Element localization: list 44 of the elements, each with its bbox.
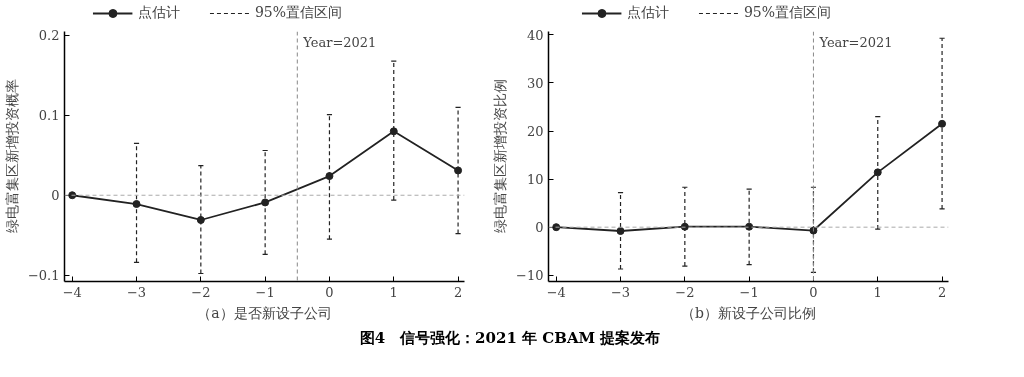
y-tick-label: 10 [526, 172, 544, 188]
annotation: Year=2021 [818, 34, 893, 50]
y-tick-label: 30 [526, 75, 544, 91]
x-tick-label: −4 [546, 284, 566, 300]
annotation: Year=2021 [302, 34, 377, 50]
y-tick-label: −10 [516, 268, 544, 284]
text: 95%置信区间 [254, 4, 343, 22]
legend-label: 点估计 [137, 4, 180, 22]
y-tick-label: 0 [51, 188, 60, 204]
x-tick-label: −1 [739, 284, 759, 300]
point [616, 227, 625, 236]
point [389, 127, 398, 136]
x-tick-label: 1 [873, 284, 882, 300]
point [454, 166, 463, 175]
point [938, 119, 947, 128]
x-tick-label: 2 [937, 284, 947, 300]
x-tick-label: −2 [191, 284, 211, 300]
x-tick-label: −1 [255, 284, 275, 300]
point [261, 198, 270, 207]
x-tick-label: 0 [325, 284, 334, 300]
y-tick-label: 20 [526, 124, 544, 140]
y-axis-title: 绿电富集区新增投资概率 [3, 79, 20, 234]
point [132, 200, 141, 209]
point [873, 168, 882, 177]
y-tick-label: −0.1 [27, 268, 60, 284]
x-tick-label: −3 [126, 284, 147, 300]
x-tick-label: 0 [809, 284, 818, 300]
point [325, 172, 334, 181]
legend-label: 点估计 [626, 4, 669, 22]
y-tick-label: 0 [535, 220, 544, 236]
text: 95%置信区间 [743, 4, 832, 22]
x-axis-title: （b）新设子公司比例 [681, 304, 816, 321]
x-tick-label: −2 [675, 284, 695, 300]
x-tick-label: 2 [453, 284, 463, 300]
x-tick-label: −3 [610, 284, 631, 300]
caption: 图4 信号强化：2021 年 CBAM 提案发布 [359, 328, 661, 349]
point [196, 216, 205, 224]
y-tick-label: 0.1 [38, 108, 60, 124]
y-tick-label: 40 [526, 27, 544, 43]
x-tick-label: −4 [62, 284, 82, 300]
y-axis-title: 绿电富集区新增投资比例 [492, 79, 509, 234]
x-axis-title: （a）是否新设子公司 [197, 304, 332, 321]
y-tick-label: 0.2 [38, 28, 60, 44]
x-tick-label: 1 [389, 284, 398, 300]
